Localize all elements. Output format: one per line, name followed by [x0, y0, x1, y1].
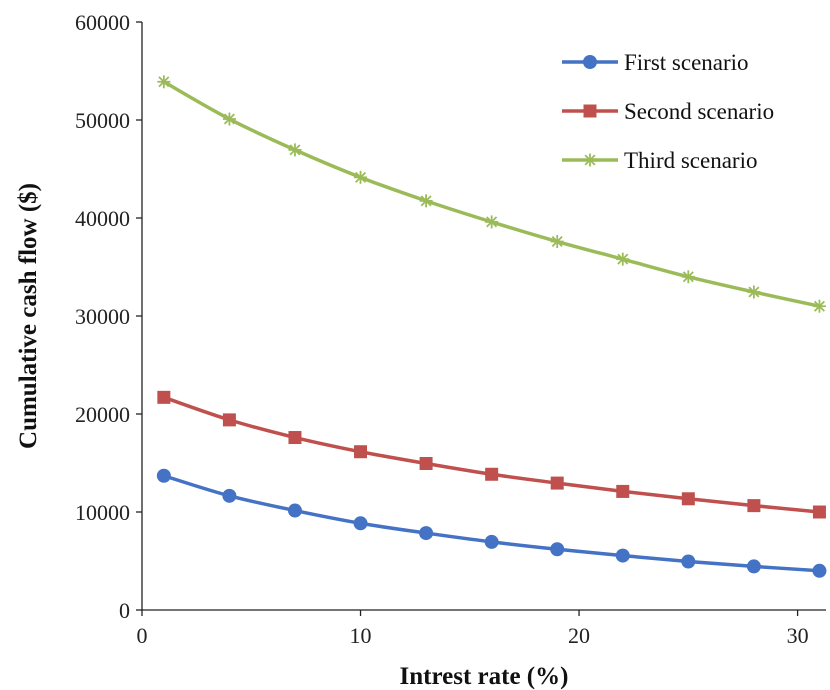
y-tick-label: 20000 [75, 402, 130, 427]
y-tick-label: 30000 [75, 304, 130, 329]
data-point [485, 467, 499, 481]
y-tick-label: 60000 [75, 10, 130, 35]
legend-swatch-marker [583, 104, 597, 118]
data-point [550, 542, 565, 557]
data-point [354, 170, 368, 184]
series-1 [156, 468, 827, 578]
data-point [681, 554, 696, 569]
data-point [616, 252, 630, 266]
legend-item: First scenario [562, 50, 749, 75]
data-point [746, 559, 761, 574]
data-point [157, 75, 171, 89]
legend-swatch-marker [583, 55, 597, 69]
x-tick-label: 10 [350, 623, 372, 648]
data-point [747, 499, 761, 513]
data-point [222, 112, 236, 126]
y-tick-label: 0 [119, 598, 130, 623]
data-point [353, 516, 368, 531]
data-point [615, 548, 630, 563]
legend: First scenario Second scenario Third scena… [562, 50, 774, 173]
y-tick-label: 10000 [75, 500, 130, 525]
x-tick-label: 20 [568, 623, 590, 648]
data-point [288, 143, 302, 157]
data-point [812, 505, 826, 519]
series-layer [156, 75, 827, 578]
legend-label: Second scenario [624, 99, 774, 124]
series-3 [157, 75, 826, 313]
legend-item: Second scenario [562, 99, 774, 124]
legend-item: Third scenario [562, 148, 757, 173]
data-point [812, 299, 826, 313]
x-tick-label: 30 [787, 623, 809, 648]
data-point [681, 270, 695, 284]
series-line [163, 474, 820, 573]
data-point [287, 503, 302, 518]
data-point [681, 492, 695, 506]
data-point [157, 390, 171, 404]
data-point [419, 194, 433, 208]
y-tick-label: 50000 [75, 108, 130, 133]
data-point [419, 456, 433, 470]
data-point [288, 431, 302, 445]
data-point [354, 445, 368, 459]
axes [136, 21, 826, 616]
data-point [550, 476, 564, 490]
data-point [156, 468, 171, 483]
data-point [222, 413, 236, 427]
data-point [747, 285, 761, 299]
series-2 [157, 390, 826, 519]
x-axis-title: Intrest rate (%) [400, 663, 569, 690]
tick-labels: 0 10000 20000 30000 40000 50000 60000 0 10 20 30 [75, 10, 809, 648]
legend-label: Third scenario [624, 148, 757, 173]
data-point [419, 526, 434, 541]
data-point [616, 484, 630, 498]
y-axis-title: Cumulative cash flow ($) [15, 183, 42, 449]
data-point [485, 215, 499, 229]
y-tick-label: 40000 [75, 206, 130, 231]
data-point [222, 488, 237, 503]
data-point [812, 563, 827, 578]
data-point [484, 534, 499, 549]
legend-swatch-marker [583, 153, 597, 167]
series-line [163, 395, 820, 514]
legend-label: First scenario [624, 50, 749, 75]
data-point [550, 235, 564, 249]
x-tick-label: 0 [137, 623, 148, 648]
